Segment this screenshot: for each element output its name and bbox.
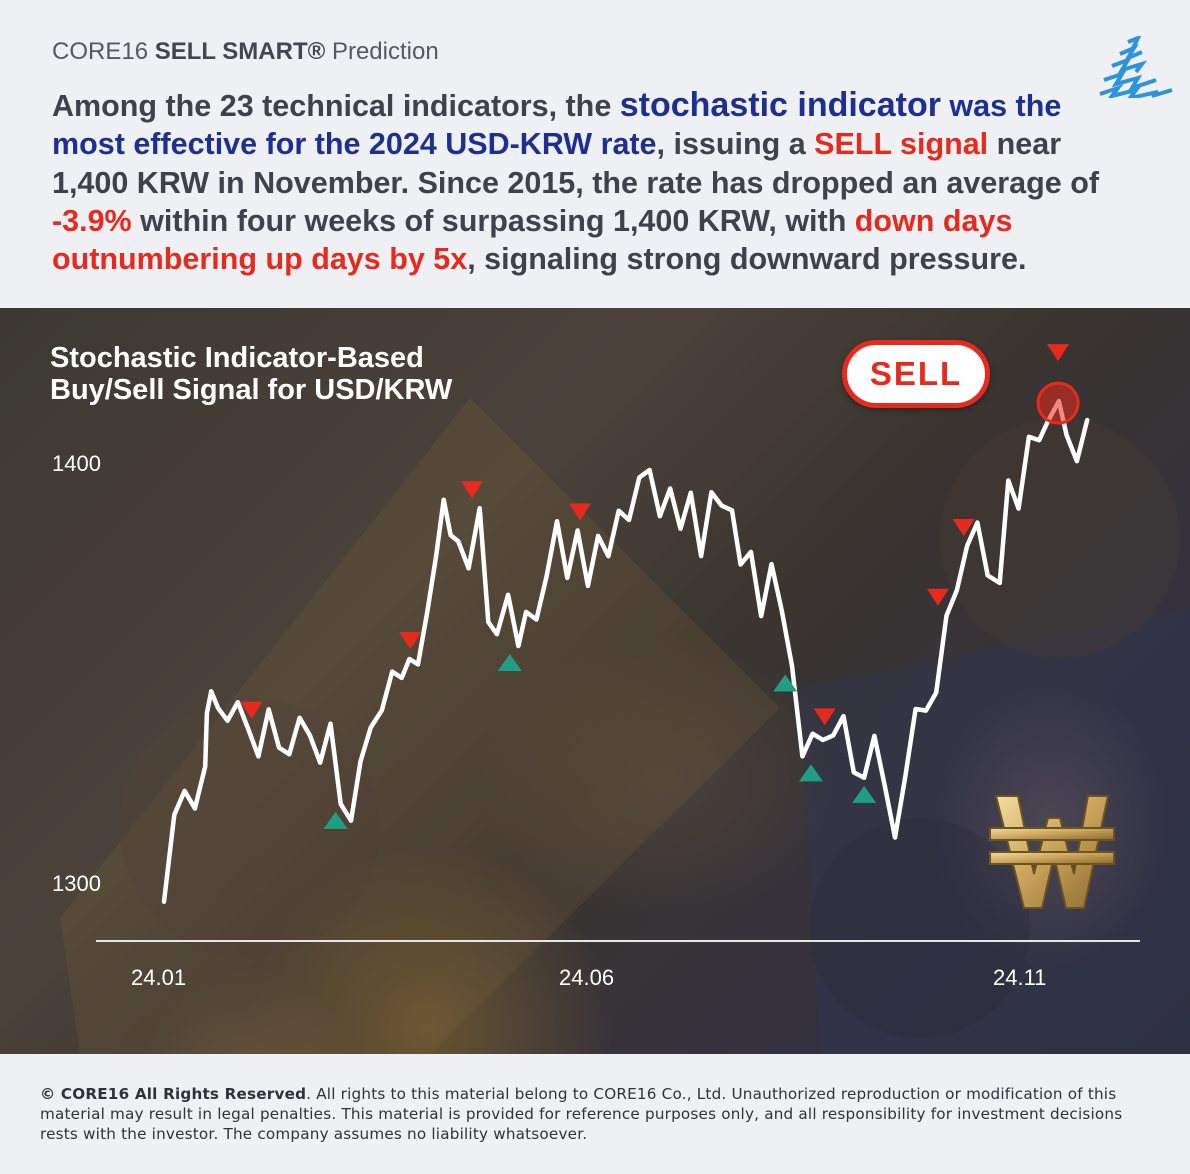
brand-prefix: CORE16 xyxy=(52,38,155,65)
headline-highlight-rate: was the most effective for the 2024 USD-… xyxy=(52,89,1062,162)
buy-signal-marker xyxy=(497,653,522,671)
sell-signal-marker xyxy=(813,708,836,726)
header: CORE16 SELL SMART® Prediction Among the … xyxy=(0,0,1190,308)
headline-part: within four weeks of surpassing 1,400 KR… xyxy=(131,203,855,238)
buy-signal-marker xyxy=(773,674,798,692)
headline-part: , issuing a xyxy=(656,127,815,162)
buy-signal-marker xyxy=(852,785,877,803)
disclaimer-body: . All rights to this material belong to … xyxy=(40,1085,1123,1143)
signal-markers xyxy=(240,344,1070,829)
headline-part: near 1,400 KRW in November. Since 2015, … xyxy=(52,127,1099,200)
sell-badge: SELL xyxy=(842,340,990,408)
x-tick-label: 24.01 xyxy=(131,965,187,990)
sell-signal-marker xyxy=(926,588,949,606)
y-tick-label: 1300 xyxy=(52,871,101,896)
headline-highlight-percent: -3.9% xyxy=(52,203,132,238)
buy-signal-marker xyxy=(323,811,348,829)
won-sign-icon xyxy=(989,795,1115,909)
disclaimer-text: © CORE16 All Rights Reserved. All rights… xyxy=(40,1084,1150,1144)
x-tick-label: 24.11 xyxy=(993,965,1047,990)
brand-product: SELL SMART® xyxy=(154,38,326,65)
core16-logo-icon xyxy=(1099,36,1173,98)
sell-signal-marker xyxy=(569,503,592,521)
chart-plot xyxy=(60,344,1190,1054)
brand-line: CORE16 SELL SMART® Prediction xyxy=(52,38,439,66)
headline-part: Among the 23 technical indicators, the xyxy=(52,89,620,123)
sell-signal-marker xyxy=(240,701,263,719)
sell-signal-marker xyxy=(952,519,975,536)
sell-signal-marker xyxy=(399,631,422,649)
copyright-notice: © CORE16 All Rights Reserved xyxy=(40,1085,307,1103)
headline-highlight-indicator: stochastic indicator xyxy=(619,86,941,124)
headline-highlight-down-days: down days outnumbering up days by 5x xyxy=(52,203,1013,277)
chart-panel: Stochastic Indicator-Based Buy/Sell Sign… xyxy=(0,308,1190,1054)
sell-signal-marker xyxy=(1047,344,1070,362)
y-tick-label: 1400 xyxy=(52,451,101,476)
banknote-background xyxy=(60,398,1190,1054)
buy-signal-marker xyxy=(798,764,823,782)
sell-highlight-circle xyxy=(1036,381,1080,425)
chart-title: Stochastic Indicator-Based Buy/Sell Sign… xyxy=(50,342,453,406)
x-tick-label: 24.06 xyxy=(559,965,615,990)
headline-highlight-sell: SELL signal xyxy=(814,127,989,162)
headline-part: , signaling strong downward pressure. xyxy=(467,242,1027,277)
sell-highlight-ring xyxy=(1036,381,1080,425)
exchange-rate-line xyxy=(161,398,1090,904)
brand-suffix: Prediction xyxy=(325,38,439,65)
headline: Among the 23 technical indicators, the s… xyxy=(52,86,1142,278)
footer: © CORE16 All Rights Reserved. All rights… xyxy=(0,1054,1190,1174)
sell-signal-marker xyxy=(461,481,484,499)
